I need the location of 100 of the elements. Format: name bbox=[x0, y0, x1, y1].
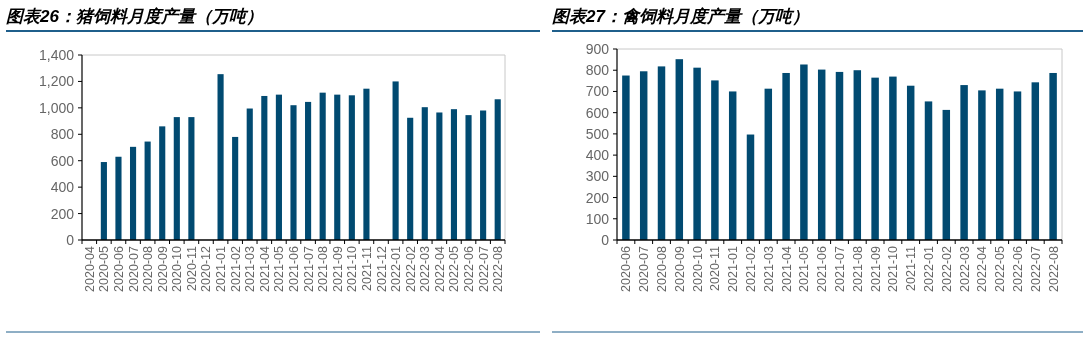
bar bbox=[817, 69, 826, 240]
bar bbox=[261, 95, 268, 240]
x-tick-label: 2021-01 bbox=[726, 245, 741, 292]
bar bbox=[1013, 91, 1022, 240]
x-tick-label: 2021-04 bbox=[257, 245, 272, 292]
bar bbox=[942, 109, 951, 240]
x-tick-label: 2022-02 bbox=[403, 245, 418, 292]
bar bbox=[1031, 82, 1040, 240]
y-tick-label: 200 bbox=[585, 189, 610, 206]
y-tick-label: 1,000 bbox=[38, 99, 75, 116]
x-tick-label: 2021-12 bbox=[374, 245, 389, 292]
x-tick-label: 2021-07 bbox=[833, 245, 847, 292]
bar bbox=[693, 67, 701, 240]
x-tick-label: 2021-11 bbox=[359, 245, 374, 291]
x-tick-label: 2020-05 bbox=[97, 245, 112, 292]
x-tick-label: 2021-01 bbox=[214, 245, 229, 292]
y-tick-label: 700 bbox=[585, 83, 610, 100]
x-tick-label: 2021-11 bbox=[904, 245, 919, 291]
y-tick-label: 800 bbox=[585, 62, 610, 79]
x-tick-label: 2020-06 bbox=[111, 245, 126, 292]
bar bbox=[675, 59, 684, 240]
x-tick-label: 2020-09 bbox=[155, 245, 170, 292]
bar bbox=[978, 90, 986, 240]
x-tick-label: 2021-08 bbox=[316, 245, 331, 292]
x-tick-label: 2022-05 bbox=[993, 245, 1008, 292]
x-tick-label: 2021-05 bbox=[272, 245, 287, 292]
x-tick-label: 2022-07 bbox=[1028, 245, 1043, 292]
bar bbox=[924, 101, 933, 240]
bar bbox=[246, 108, 253, 240]
x-tick-label: 2022-03 bbox=[957, 245, 972, 292]
x-tick-label: 2021-02 bbox=[228, 245, 243, 292]
bar bbox=[639, 71, 648, 240]
bar bbox=[494, 99, 501, 240]
x-tick-label: 2021-03 bbox=[761, 245, 776, 292]
x-tick-label: 2021-03 bbox=[243, 245, 258, 292]
x-tick-label: 2022-07 bbox=[476, 245, 491, 292]
x-tick-label: 2021-09 bbox=[330, 245, 345, 292]
x-tick-label: 2020-07 bbox=[637, 245, 652, 292]
x-tick-label: 2022-01 bbox=[922, 245, 936, 292]
y-tick-label: 300 bbox=[585, 168, 610, 185]
bar bbox=[657, 66, 666, 240]
bar bbox=[407, 117, 414, 240]
bar bbox=[960, 85, 968, 240]
bar bbox=[782, 72, 790, 240]
x-tick-label: 2021-02 bbox=[744, 245, 758, 292]
bar bbox=[436, 112, 443, 240]
y-tick-label: 1,400 bbox=[38, 47, 75, 63]
y-tick-label: 900 bbox=[585, 41, 610, 57]
y-tick-label: 400 bbox=[585, 147, 610, 164]
x-tick-label: 2020-08 bbox=[655, 245, 669, 292]
x-tick-label: 2022-02 bbox=[939, 245, 954, 292]
y-tick-label: 200 bbox=[50, 205, 75, 222]
x-tick-label: 2021-06 bbox=[815, 245, 830, 292]
x-tick-label: 2021-09 bbox=[868, 245, 883, 292]
bar bbox=[348, 95, 355, 240]
x-tick-label: 2021-05 bbox=[797, 245, 812, 292]
bar bbox=[363, 88, 370, 240]
x-tick-label: 2022-04 bbox=[432, 245, 447, 292]
chart-title: 图表26：猪饲料月度产量（万吨） bbox=[6, 7, 263, 26]
x-tick-label: 2020-06 bbox=[619, 245, 634, 292]
y-tick-label: 600 bbox=[50, 152, 75, 169]
bar bbox=[334, 94, 341, 240]
x-tick-label: 2022-08 bbox=[491, 245, 506, 292]
x-tick-label: 2022-03 bbox=[418, 245, 433, 292]
bar bbox=[906, 85, 915, 240]
y-tick-label: 500 bbox=[585, 125, 610, 142]
x-tick-label: 2020-10 bbox=[690, 245, 705, 292]
bar bbox=[173, 117, 180, 240]
bar bbox=[275, 94, 282, 240]
bar bbox=[392, 81, 399, 240]
bar bbox=[421, 107, 428, 240]
x-tick-label: 2020-04 bbox=[82, 245, 97, 292]
x-tick-label: 2021-10 bbox=[886, 245, 901, 292]
x-tick-label: 2021-04 bbox=[779, 245, 794, 292]
bar bbox=[115, 156, 122, 240]
y-tick-label: 0 bbox=[601, 232, 610, 248]
bar bbox=[465, 115, 472, 240]
bar bbox=[800, 64, 808, 240]
bar bbox=[159, 126, 166, 240]
y-tick-label: 100 bbox=[585, 210, 610, 227]
bar bbox=[728, 91, 737, 240]
bar bbox=[764, 88, 773, 240]
bar bbox=[144, 141, 151, 240]
x-tick-label: 2020-07 bbox=[126, 245, 141, 292]
x-tick-label: 2020-11 bbox=[184, 245, 199, 291]
x-tick-label: 2021-10 bbox=[345, 245, 360, 292]
bar bbox=[480, 110, 487, 240]
bar bbox=[746, 134, 755, 240]
x-tick-label: 2021-06 bbox=[287, 245, 301, 292]
x-tick-label: 2022-04 bbox=[975, 245, 990, 292]
x-tick-label: 2020-12 bbox=[199, 245, 214, 292]
bar bbox=[711, 80, 719, 240]
x-tick-label: 2022-06 bbox=[462, 245, 477, 292]
bar bbox=[188, 117, 195, 240]
bar bbox=[835, 71, 844, 240]
bar bbox=[1049, 72, 1057, 240]
x-tick-label: 2021-08 bbox=[850, 245, 865, 292]
bar bbox=[871, 77, 879, 240]
bar bbox=[450, 109, 458, 240]
bar bbox=[305, 101, 312, 240]
